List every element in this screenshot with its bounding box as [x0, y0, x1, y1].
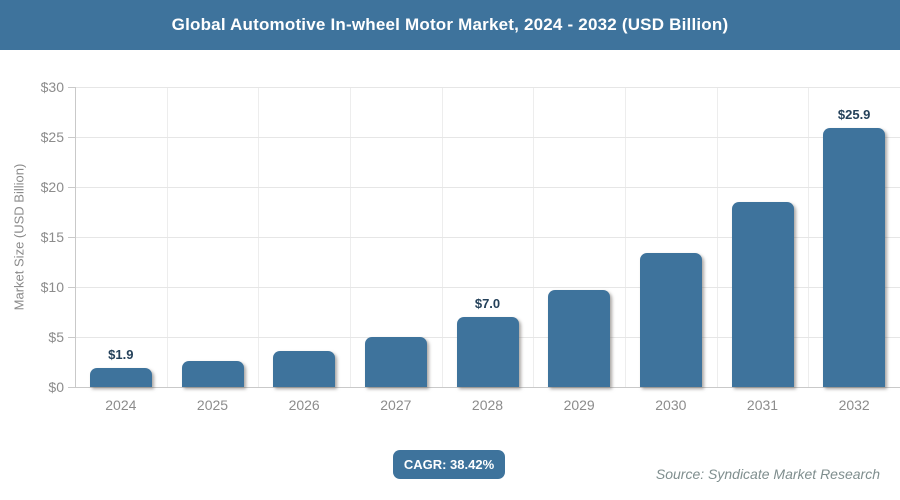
- x-tick-label-2030: 2030: [655, 397, 687, 413]
- bar-value-label: $25.9: [837, 107, 871, 122]
- y-axis-tick: [68, 237, 75, 238]
- chart-title: Global Automotive In-wheel Motor Market,…: [171, 15, 729, 34]
- y-tick-label: $30: [40, 79, 64, 95]
- x-tick-label-2026: 2026: [288, 397, 320, 413]
- bar-2029: [548, 290, 611, 387]
- y-gridline: [75, 287, 900, 288]
- cagr-badge-label: CAGR: 38.42%: [403, 457, 495, 472]
- bar-2030: [639, 253, 702, 387]
- bar-2031: [731, 202, 794, 387]
- y-axis-tick: [68, 187, 75, 188]
- y-axis-line: [75, 87, 76, 388]
- y-gridline: [75, 237, 900, 238]
- x-tick-label-2028: 2028: [471, 397, 504, 413]
- bar-2027: [364, 337, 427, 387]
- x-tick-label-2029: 2029: [563, 397, 595, 413]
- y-gridline: [75, 137, 900, 138]
- y-axis-tick: [68, 87, 75, 88]
- y-tick-label: $20: [40, 179, 64, 195]
- x-tick-label-2027: 2027: [380, 397, 412, 413]
- source-text: Source: Syndicate Market Research: [655, 466, 880, 482]
- x-tick-label-2032: 2032: [838, 397, 870, 413]
- y-axis-tick: [68, 137, 75, 138]
- bar-value-label: $1.9: [108, 347, 134, 362]
- y-tick-label: $25: [40, 129, 64, 145]
- bar-2026: [273, 351, 336, 387]
- x-tick-label-2024: 2024: [105, 397, 137, 413]
- y-axis-tick: [68, 337, 75, 338]
- cagr-badge: CAGR: 38.42%: [393, 450, 505, 479]
- bar-2028: [456, 317, 519, 387]
- x-tick-label-2031: 2031: [746, 397, 779, 413]
- y-gridline: [75, 87, 900, 88]
- y-tick-label: $10: [40, 279, 64, 295]
- y-gridline: [75, 187, 900, 188]
- y-tick-label: $0: [48, 379, 64, 395]
- x-axis-line: [75, 387, 900, 388]
- x-tick-label-2025: 2025: [196, 397, 229, 413]
- chart-area: Market Size (USD Billion) $0 $5 $10 $15 $20 $…: [0, 50, 900, 440]
- chart-title-banner: Global Automotive In-wheel Motor Market,…: [0, 0, 900, 50]
- y-axis-tick: [68, 287, 75, 288]
- y-axis-tick: [68, 387, 75, 388]
- bar-2025: [181, 361, 244, 387]
- y-tick-label: $15: [40, 229, 64, 245]
- bar-value-label: $7.0: [474, 296, 501, 311]
- bar-2024: [89, 368, 152, 387]
- bar-2032: [823, 128, 886, 387]
- y-tick-label: $5: [48, 329, 64, 345]
